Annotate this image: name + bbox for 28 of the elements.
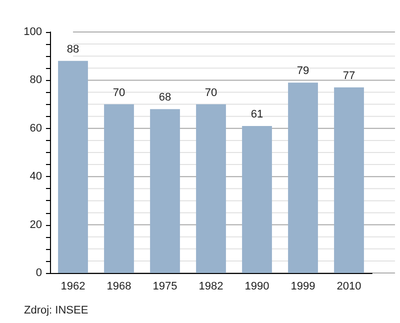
x-tick-label: 1962 xyxy=(60,280,86,292)
x-tick-label: 1982 xyxy=(198,280,224,292)
y-tick-label: 20 xyxy=(30,218,42,231)
x-tick-label: 1990 xyxy=(244,280,270,292)
bar xyxy=(196,104,226,273)
data-label: 88 xyxy=(66,43,80,56)
bar xyxy=(242,126,272,273)
bar xyxy=(150,109,180,273)
x-tick-label: 1999 xyxy=(290,280,316,292)
y-tick-label: 100 xyxy=(24,26,42,38)
data-label: 70 xyxy=(204,86,218,99)
text: Zdroj: INSEE xyxy=(24,304,88,316)
y-tick-label: 60 xyxy=(30,122,42,134)
y-tick-label: 80 xyxy=(30,74,42,86)
data-label: 79 xyxy=(296,65,310,78)
x-tick-label: 2010 xyxy=(336,280,362,292)
x-tick-label: 1968 xyxy=(106,280,132,292)
data-label: 61 xyxy=(250,108,264,120)
data-label: 70 xyxy=(112,86,126,99)
y-tick-label: 40 xyxy=(30,170,42,183)
bar xyxy=(288,82,318,273)
bar xyxy=(104,104,134,273)
y-tick-label: 0 xyxy=(36,267,42,279)
data-label: 68 xyxy=(158,92,172,104)
x-tick-label: 1975 xyxy=(152,280,178,292)
data-label: 77 xyxy=(342,70,356,82)
bar xyxy=(58,60,88,273)
bar xyxy=(334,87,364,273)
